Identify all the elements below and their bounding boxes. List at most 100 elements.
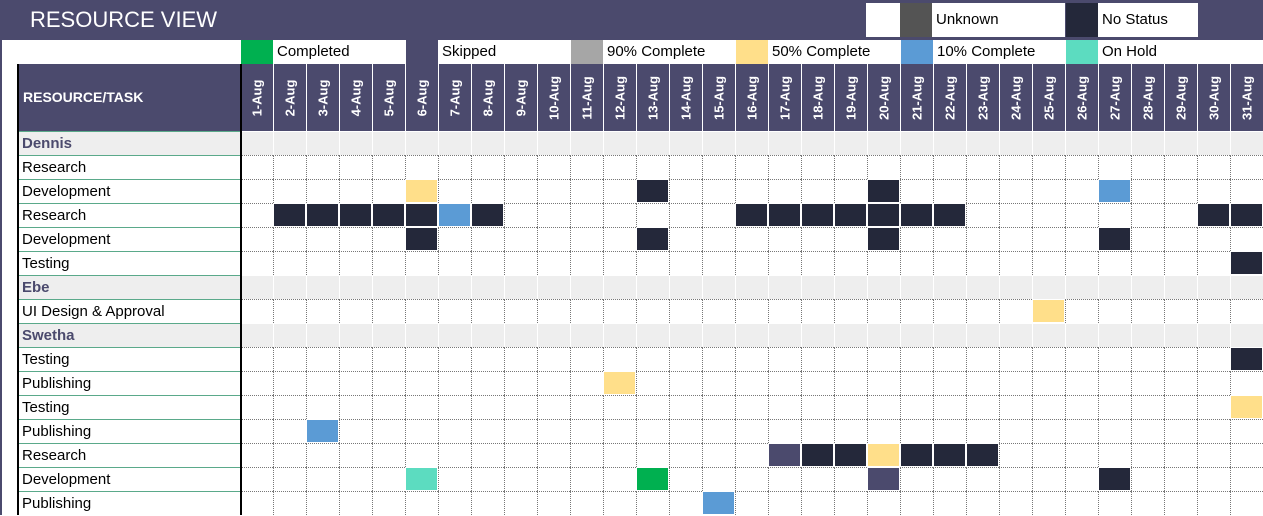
day-cell[interactable]	[405, 443, 438, 467]
day-cell[interactable]	[1098, 347, 1131, 371]
day-cell[interactable]	[372, 299, 405, 323]
day-cell[interactable]	[1065, 155, 1098, 179]
status-cell-complete10[interactable]	[306, 419, 339, 443]
day-cell[interactable]	[273, 395, 306, 419]
status-cell-no-status[interactable]	[471, 203, 504, 227]
day-cell[interactable]	[1164, 347, 1197, 371]
day-cell[interactable]	[438, 179, 471, 203]
day-cell[interactable]	[471, 251, 504, 275]
day-cell[interactable]	[471, 323, 504, 347]
day-cell[interactable]	[933, 467, 966, 491]
day-cell[interactable]	[1197, 227, 1230, 251]
day-cell[interactable]	[900, 275, 933, 299]
day-cell[interactable]	[306, 131, 339, 155]
day-cell[interactable]	[1164, 275, 1197, 299]
day-cell[interactable]	[900, 131, 933, 155]
day-cell[interactable]	[306, 371, 339, 395]
day-cell[interactable]	[537, 419, 570, 443]
status-cell-complete50[interactable]	[405, 179, 438, 203]
status-cell-complete50[interactable]	[1230, 395, 1263, 419]
day-cell[interactable]	[372, 251, 405, 275]
day-cell[interactable]	[405, 395, 438, 419]
day-cell[interactable]	[603, 323, 636, 347]
day-cell[interactable]	[1164, 203, 1197, 227]
day-cell[interactable]	[1197, 491, 1230, 515]
day-cell[interactable]	[240, 443, 273, 467]
day-cell[interactable]	[240, 299, 273, 323]
day-cell[interactable]	[1032, 491, 1065, 515]
day-cell[interactable]	[669, 491, 702, 515]
day-cell[interactable]	[240, 419, 273, 443]
status-cell-no-status[interactable]	[1197, 203, 1230, 227]
day-cell[interactable]	[966, 323, 999, 347]
day-cell[interactable]	[1197, 467, 1230, 491]
day-cell[interactable]	[735, 179, 768, 203]
day-cell[interactable]	[900, 419, 933, 443]
day-cell[interactable]	[966, 155, 999, 179]
day-cell[interactable]	[669, 275, 702, 299]
day-cell[interactable]	[768, 347, 801, 371]
day-cell[interactable]	[702, 155, 735, 179]
day-cell[interactable]	[537, 155, 570, 179]
day-cell[interactable]	[405, 275, 438, 299]
day-cell[interactable]	[834, 371, 867, 395]
day-cell[interactable]	[438, 251, 471, 275]
day-cell[interactable]	[900, 395, 933, 419]
day-cell[interactable]	[933, 347, 966, 371]
status-cell-no-status[interactable]	[1230, 203, 1263, 227]
day-cell[interactable]	[933, 371, 966, 395]
status-cell-no-status[interactable]	[306, 203, 339, 227]
day-cell[interactable]	[1164, 419, 1197, 443]
status-cell-skipped[interactable]	[768, 443, 801, 467]
day-cell[interactable]	[273, 491, 306, 515]
day-cell[interactable]	[1032, 443, 1065, 467]
day-cell[interactable]	[669, 395, 702, 419]
status-cell-completed[interactable]	[636, 467, 669, 491]
day-cell[interactable]	[1032, 419, 1065, 443]
day-cell[interactable]	[834, 395, 867, 419]
day-cell[interactable]	[768, 227, 801, 251]
day-cell[interactable]	[306, 275, 339, 299]
day-cell[interactable]	[702, 275, 735, 299]
day-cell[interactable]	[1230, 131, 1263, 155]
day-cell[interactable]	[603, 299, 636, 323]
day-cell[interactable]	[306, 467, 339, 491]
day-cell[interactable]	[471, 491, 504, 515]
day-cell[interactable]	[669, 419, 702, 443]
day-cell[interactable]	[768, 371, 801, 395]
day-cell[interactable]	[933, 251, 966, 275]
day-cell[interactable]	[834, 323, 867, 347]
day-cell[interactable]	[1230, 491, 1263, 515]
day-cell[interactable]	[1230, 467, 1263, 491]
day-cell[interactable]	[273, 251, 306, 275]
day-cell[interactable]	[504, 371, 537, 395]
day-cell[interactable]	[999, 179, 1032, 203]
day-cell[interactable]	[768, 467, 801, 491]
day-cell[interactable]	[240, 179, 273, 203]
day-cell[interactable]	[438, 323, 471, 347]
status-cell-no-status[interactable]	[801, 203, 834, 227]
day-cell[interactable]	[306, 155, 339, 179]
day-cell[interactable]	[273, 131, 306, 155]
day-cell[interactable]	[999, 443, 1032, 467]
day-cell[interactable]	[900, 491, 933, 515]
day-cell[interactable]	[702, 347, 735, 371]
day-cell[interactable]	[933, 179, 966, 203]
day-cell[interactable]	[636, 203, 669, 227]
day-cell[interactable]	[768, 299, 801, 323]
day-cell[interactable]	[900, 155, 933, 179]
day-cell[interactable]	[867, 251, 900, 275]
day-cell[interactable]	[669, 443, 702, 467]
day-cell[interactable]	[1131, 299, 1164, 323]
day-cell[interactable]	[438, 275, 471, 299]
day-cell[interactable]	[1197, 155, 1230, 179]
day-cell[interactable]	[570, 131, 603, 155]
status-cell-no-status[interactable]	[834, 443, 867, 467]
day-cell[interactable]	[900, 467, 933, 491]
day-cell[interactable]	[537, 275, 570, 299]
day-cell[interactable]	[1164, 371, 1197, 395]
day-cell[interactable]	[702, 371, 735, 395]
day-cell[interactable]	[537, 347, 570, 371]
day-cell[interactable]	[504, 467, 537, 491]
day-cell[interactable]	[1164, 443, 1197, 467]
